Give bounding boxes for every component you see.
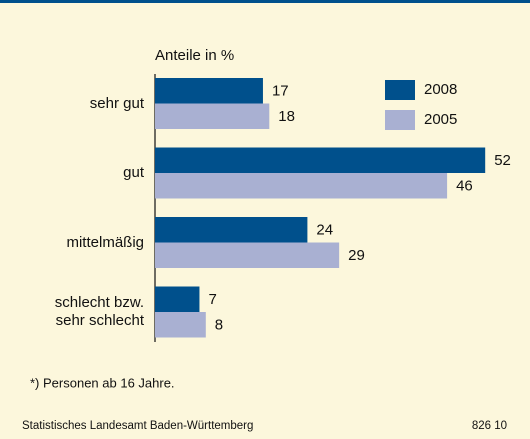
bar [155, 103, 270, 129]
value-label: 52 [494, 152, 511, 169]
value-label: 17 [272, 83, 289, 100]
legend-label: 2008 [424, 81, 457, 98]
bar [155, 78, 263, 104]
category-label: sehr gut [89, 94, 144, 112]
value-label: 46 [456, 178, 473, 195]
value-label: 7 [208, 291, 216, 308]
legend-swatch [385, 80, 415, 100]
value-label: 24 [316, 222, 333, 239]
code: 826 10 [472, 420, 507, 432]
legend-label: 2005 [424, 111, 457, 128]
value-label: 29 [348, 247, 365, 264]
legend-swatch [385, 110, 415, 130]
value-label: 18 [278, 108, 295, 125]
bar [155, 312, 206, 338]
category-label: schlecht bzw. sehr schlecht [54, 294, 144, 329]
bar [155, 242, 340, 268]
source: Statistisches Landesamt Baden-Württember… [22, 420, 253, 432]
bar [155, 173, 448, 199]
footnote: *) Personen ab 16 Jahre. [30, 375, 175, 390]
bar [155, 286, 200, 312]
axis-label: Anteile in % [155, 47, 234, 64]
category-label: gut [123, 164, 144, 181]
value-label: 8 [215, 317, 223, 334]
bar [155, 217, 308, 243]
category-label: mittelmäßig [66, 233, 144, 251]
bar [155, 147, 486, 173]
top-border [0, 0, 530, 3]
